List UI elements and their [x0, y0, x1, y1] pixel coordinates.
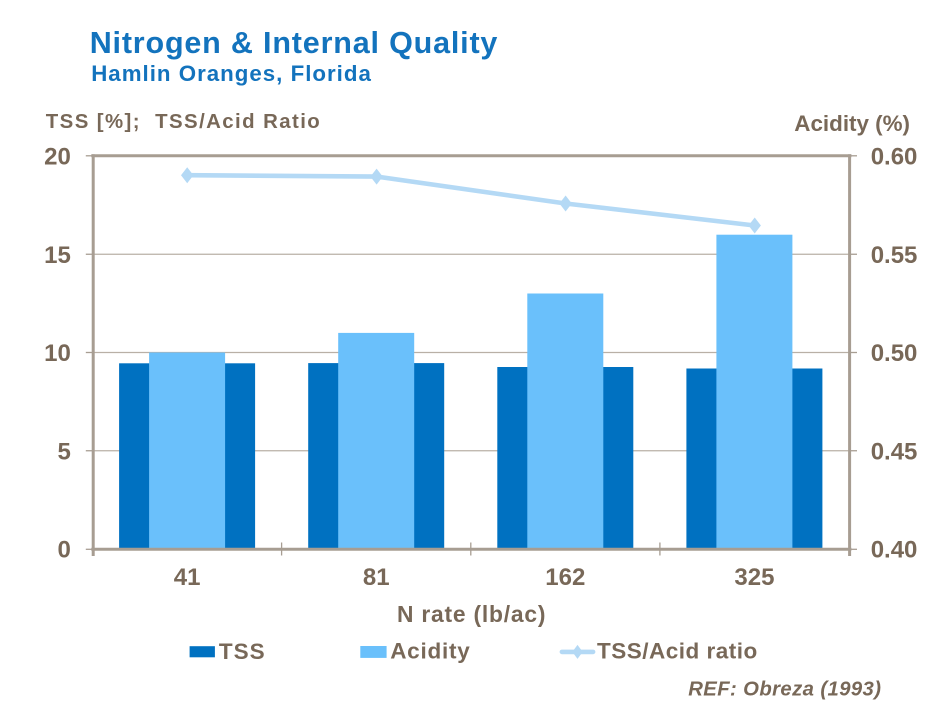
svg-text:10: 10 — [44, 340, 71, 367]
svg-text:0.55: 0.55 — [871, 242, 918, 269]
svg-text:N rate (lb/ac): N rate (lb/ac) — [397, 601, 546, 627]
svg-text:Nitrogen & Internal Quality: Nitrogen & Internal Quality — [90, 26, 499, 60]
svg-text:0.50: 0.50 — [871, 340, 918, 367]
svg-text:0: 0 — [57, 537, 70, 564]
svg-text:81: 81 — [363, 564, 390, 591]
svg-text:15: 15 — [44, 242, 71, 269]
svg-text:TSS: TSS — [219, 639, 266, 664]
svg-text:REF: Obreza (1993): REF: Obreza (1993) — [688, 679, 881, 701]
svg-text:5: 5 — [57, 438, 70, 465]
svg-text:Acidity: Acidity — [390, 638, 470, 663]
svg-text:Acidity (%): Acidity (%) — [794, 111, 910, 136]
svg-text:0.45: 0.45 — [871, 438, 918, 465]
svg-text:0.60: 0.60 — [871, 144, 918, 171]
svg-text:162: 162 — [545, 564, 585, 591]
svg-text:20: 20 — [44, 144, 71, 171]
svg-text:TSS [%]; TSS/Acid Ratio: TSS [%]; TSS/Acid Ratio — [46, 111, 321, 133]
svg-text:Hamlin Oranges, Florida: Hamlin Oranges, Florida — [91, 61, 372, 86]
svg-text:41: 41 — [174, 564, 201, 591]
svg-text:TSS/Acid ratio: TSS/Acid ratio — [597, 638, 758, 663]
svg-text:0.40: 0.40 — [871, 537, 918, 564]
svg-text:325: 325 — [734, 564, 774, 591]
